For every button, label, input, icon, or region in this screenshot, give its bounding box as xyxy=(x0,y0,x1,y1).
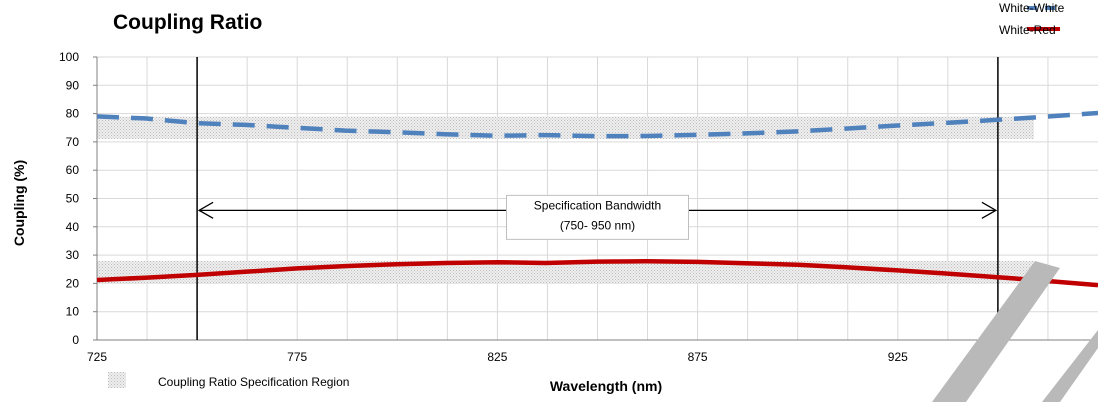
series-line-white-white xyxy=(96,110,1098,139)
x-tick-label: 875 xyxy=(688,350,708,364)
y-tick-label: 60 xyxy=(66,163,80,177)
bandwidth-label-line2: (750- 950 nm) xyxy=(560,218,635,232)
x-tick-label: 725 xyxy=(87,350,107,364)
region-legend-swatch xyxy=(108,372,126,388)
y-tick-label: 20 xyxy=(66,276,80,290)
spec-region xyxy=(97,116,1034,140)
legend-white-white-label: White-White xyxy=(999,1,1065,15)
x-axis-title: Wavelength (nm) xyxy=(550,378,662,394)
x-tick-label: 925 xyxy=(888,350,908,364)
legend: White-White White-Red xyxy=(999,1,1065,37)
y-tick-label: 70 xyxy=(66,135,80,149)
spec-bandwidth-annotation: Specification Bandwidth (750- 950 nm) xyxy=(196,57,999,340)
region-legend-label: Coupling Ratio Specification Region xyxy=(158,375,349,389)
y-axis-title: Coupling (%) xyxy=(11,160,27,246)
x-tick-label: 775 xyxy=(287,350,307,364)
y-tick-label: 40 xyxy=(66,220,80,234)
series-lines xyxy=(96,110,1098,288)
y-tick-label: 80 xyxy=(66,107,80,121)
x-tick-label: 825 xyxy=(487,350,507,364)
y-tick-label: 50 xyxy=(66,192,80,206)
chart-title: Coupling Ratio xyxy=(113,11,262,34)
y-tick-label: 100 xyxy=(59,50,79,64)
y-tick-label: 0 xyxy=(72,333,79,347)
y-tick-label: 90 xyxy=(66,78,80,92)
y-tick-label: 30 xyxy=(66,248,80,262)
y-tick-labels: 0 10 20 30 40 50 60 70 80 90 100 xyxy=(59,50,97,347)
bandwidth-label-line1: Specification Bandwidth xyxy=(534,198,661,212)
bandwidth-label-box xyxy=(506,194,689,240)
y-tick-label: 10 xyxy=(66,305,80,319)
bandwidth-arrowhead-right xyxy=(981,201,998,219)
series-line-white-red xyxy=(96,259,1098,288)
x-tick-labels: 725 775 825 875 925 xyxy=(87,350,908,364)
watermark-strokes xyxy=(932,261,1098,402)
bandwidth-arrowhead-left xyxy=(197,201,214,219)
legend-white-red-label: White-Red xyxy=(999,23,1056,37)
